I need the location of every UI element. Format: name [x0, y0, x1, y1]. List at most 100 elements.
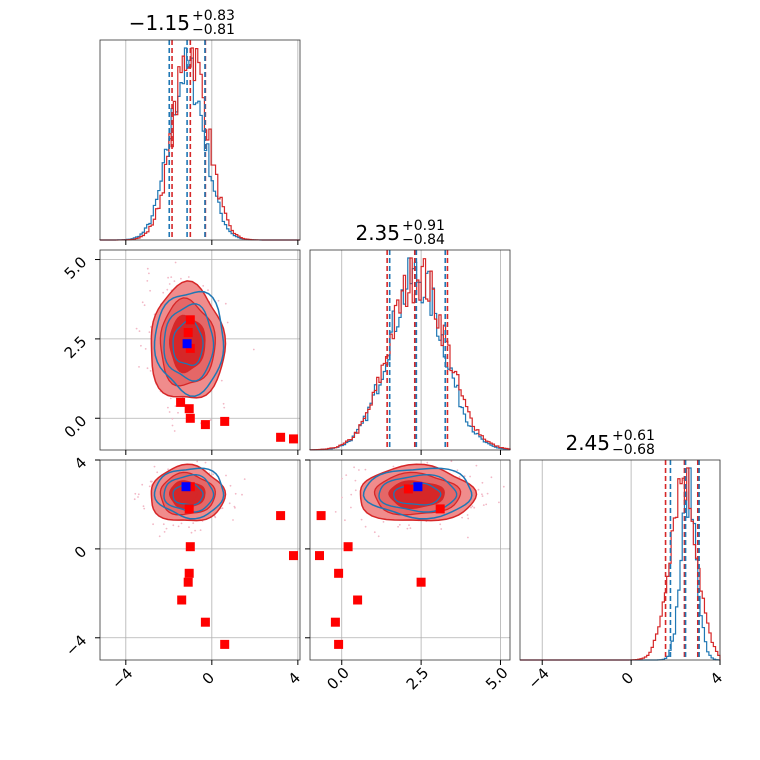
scatter-point — [144, 348, 147, 350]
scatter-point — [140, 344, 142, 347]
scatter-point — [408, 524, 410, 526]
scatter-point — [135, 327, 138, 330]
red-marker-2-0 — [403, 484, 413, 494]
scatter-point — [364, 525, 367, 528]
scatter-point — [171, 417, 174, 420]
red-marker-2-9 — [353, 595, 363, 605]
red-marker-2-3 — [334, 568, 344, 578]
scatter-point — [207, 289, 209, 292]
scatter-point — [252, 348, 255, 351]
scatter-point — [234, 506, 236, 509]
scatter-point — [150, 480, 153, 483]
scatter-point — [152, 523, 155, 526]
panels-layer — [99, 39, 721, 661]
scatter-point — [409, 527, 412, 529]
scatter-point — [146, 367, 149, 370]
labels-layer: −1.15 +0.83−0.81 2.35 +0.91−0.84 2.45 +0.61−0… — [61, 8, 726, 693]
scatter-point — [373, 531, 376, 534]
contour-line-blue-mid — [163, 303, 215, 382]
scatter-point — [217, 299, 220, 302]
scatter-point — [204, 461, 207, 464]
scatter-point — [158, 535, 161, 538]
scatter-point — [469, 475, 471, 478]
scatter-point — [475, 464, 478, 467]
scatter-point — [467, 536, 469, 539]
scatter-point — [167, 276, 170, 279]
scatter-point — [177, 411, 179, 414]
red-marker-2-2 — [343, 542, 353, 552]
scatter-point — [165, 527, 168, 530]
scatter-point — [138, 330, 141, 332]
red-marker-1-4 — [183, 577, 193, 587]
red-marker-0-2 — [185, 343, 195, 353]
scatter-point — [467, 517, 470, 520]
scatter-point — [177, 525, 180, 528]
scatter-point — [143, 507, 146, 510]
scatter-point — [225, 474, 227, 477]
scatter-point — [192, 522, 195, 524]
scatter-point — [458, 476, 461, 478]
scatter-point — [358, 469, 360, 471]
red-marker-1-6 — [200, 617, 210, 627]
scatter-point — [199, 529, 202, 531]
red-marker-0-3 — [176, 397, 186, 407]
scatter-point — [169, 397, 172, 400]
red-marker-1-5 — [177, 595, 187, 605]
scatter-point — [142, 505, 145, 508]
scatter-point — [456, 469, 459, 472]
scatter-point — [188, 526, 190, 529]
scatter-point — [486, 492, 489, 495]
scatter-point — [134, 492, 137, 495]
scatter-point — [360, 518, 363, 521]
marginal-title-plus-1: +0.91 — [402, 218, 445, 234]
marginal-title-median-1: 2.35 — [355, 221, 400, 245]
panel-frame-marg0 — [99, 39, 301, 241]
red-marker-0-8 — [276, 432, 286, 442]
contour-line-blue-mid — [163, 473, 215, 513]
scatter-point — [241, 493, 243, 496]
panel-frame-joint1 — [99, 459, 301, 661]
scatter-point — [214, 515, 216, 518]
red-marker-1-9 — [289, 551, 298, 561]
red-marker-2-8 — [416, 577, 426, 587]
red-marker-0-4 — [184, 404, 194, 414]
scatter-point — [149, 370, 152, 372]
scatter-point — [221, 507, 224, 510]
contour-line-blue-outer — [153, 467, 225, 520]
scatter-point — [334, 511, 337, 513]
red-marker-0-1 — [183, 328, 193, 337]
scatter-point — [143, 304, 146, 307]
scatter-point — [222, 402, 225, 405]
scatter-point — [439, 523, 442, 526]
scatter-point — [353, 466, 355, 469]
scatter-point — [162, 291, 165, 294]
scatter-point — [481, 495, 484, 497]
red-marker-1-7 — [220, 639, 230, 649]
red-marker-2-5 — [316, 511, 326, 521]
scatter-point — [173, 280, 176, 282]
red-marker-1-3 — [184, 568, 194, 578]
scatter-point — [209, 419, 212, 421]
scatter-point — [473, 506, 476, 509]
blue-marker-0 — [182, 339, 192, 349]
red-marker-1-8 — [276, 511, 286, 521]
red-marker-1-2 — [185, 542, 195, 552]
scatter-point — [440, 528, 443, 530]
blue-marker-1 — [181, 482, 191, 492]
panel-frame-joint0 — [99, 249, 301, 451]
scatter-point — [481, 493, 483, 496]
red-marker-2-4 — [315, 551, 324, 561]
scatter-point — [196, 460, 199, 463]
scatter-point — [163, 531, 166, 533]
marginal-title-minus-2: −0.68 — [612, 442, 655, 458]
scatter-point — [146, 280, 149, 282]
contour-line-blue-outer — [362, 467, 473, 520]
scatter-point — [228, 502, 231, 505]
red-marker-0-6 — [200, 420, 210, 430]
scatter-point — [344, 519, 346, 522]
red-marker-0-5 — [185, 413, 195, 423]
scatter-point — [162, 523, 165, 526]
scatter-point — [180, 277, 182, 280]
